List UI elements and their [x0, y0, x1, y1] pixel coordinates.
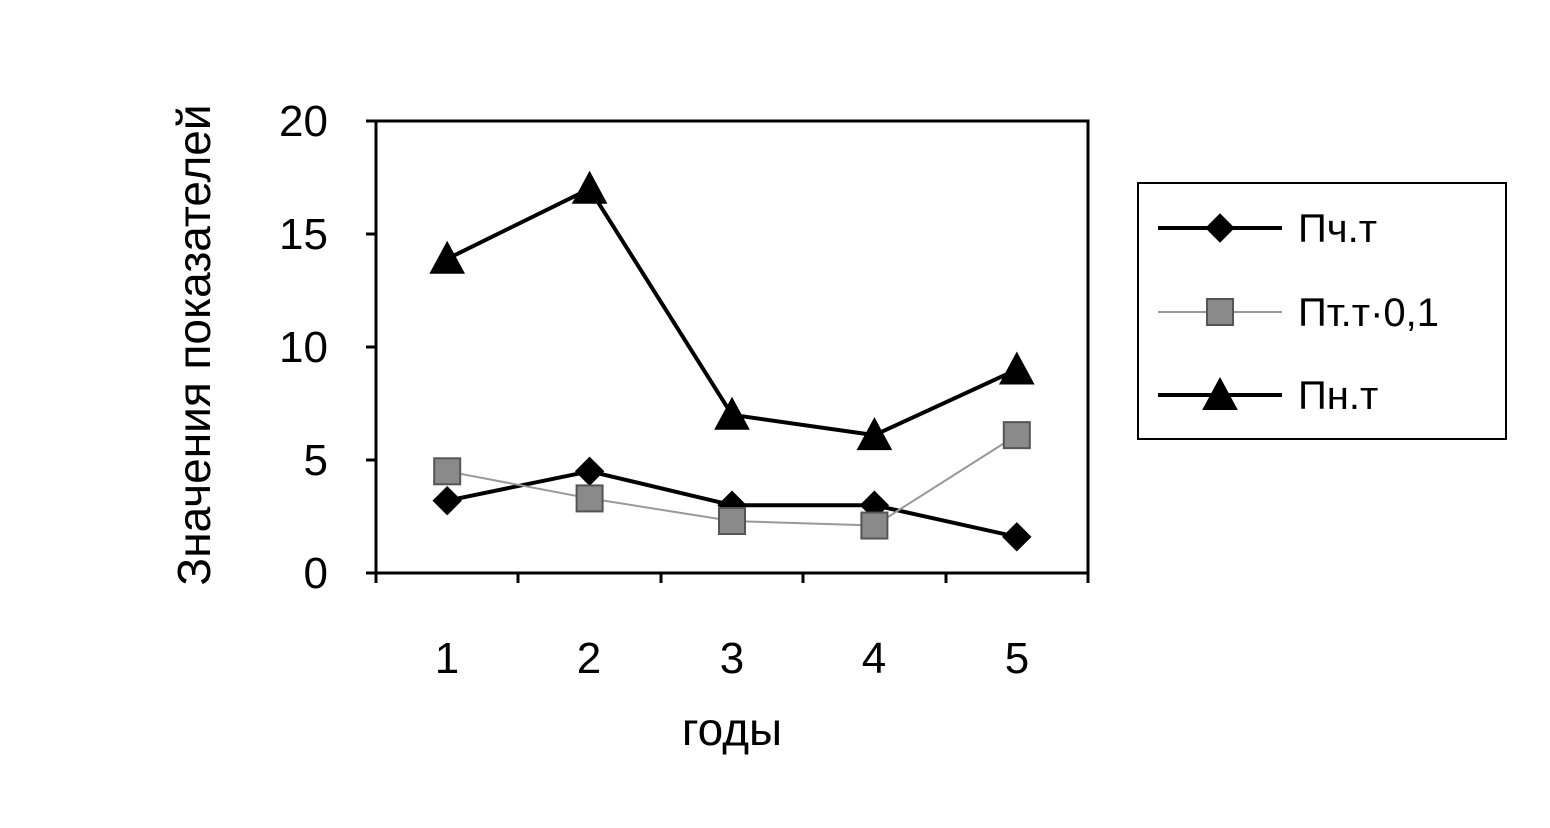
- series-1-point: [432, 485, 462, 516]
- y-tick-label: 5: [304, 436, 328, 485]
- series-3-point: [429, 240, 466, 274]
- series-3-point: [998, 351, 1035, 385]
- y-tick-label: 20: [279, 97, 328, 146]
- x-tick-label: 4: [862, 634, 886, 683]
- series-2-point: [718, 507, 746, 536]
- legend-marker-3: [1202, 376, 1238, 410]
- x-tick-label: 3: [720, 634, 744, 683]
- series-1-point: [1002, 522, 1032, 552]
- series-2-point: [1002, 421, 1031, 450]
- y-tick-label: 10: [279, 323, 328, 372]
- series-3-point: [856, 417, 893, 451]
- series-3-point: [571, 170, 608, 204]
- series-2-point: [433, 457, 462, 486]
- series-layer: [429, 170, 1035, 552]
- series-2-point: [575, 484, 604, 513]
- y-tick-marks: [366, 119, 376, 575]
- x-tick-label: 5: [1005, 634, 1029, 683]
- x-tick-label: 2: [577, 634, 601, 683]
- x-tick-marks: [374, 573, 1090, 583]
- legend-marker-2: [1206, 298, 1234, 326]
- y-tick-label: 0: [304, 549, 328, 598]
- y-axis-label: Значения показателей: [168, 104, 220, 585]
- series-2-point: [860, 511, 889, 540]
- series-3-point: [714, 396, 750, 430]
- legend-marker-1: [1205, 213, 1235, 243]
- x-axis-label: годы: [682, 703, 782, 755]
- legend-label-3: Пн.т: [1298, 374, 1378, 418]
- legend-label-1: Пч.т: [1298, 207, 1377, 251]
- y-tick-label: 15: [279, 210, 328, 259]
- legend-label-2: Пт.т·0,1: [1298, 291, 1439, 335]
- legend: Пч.т Пт.т·0,1 Пн.т: [1158, 207, 1439, 418]
- x-tick-label: 1: [435, 634, 459, 683]
